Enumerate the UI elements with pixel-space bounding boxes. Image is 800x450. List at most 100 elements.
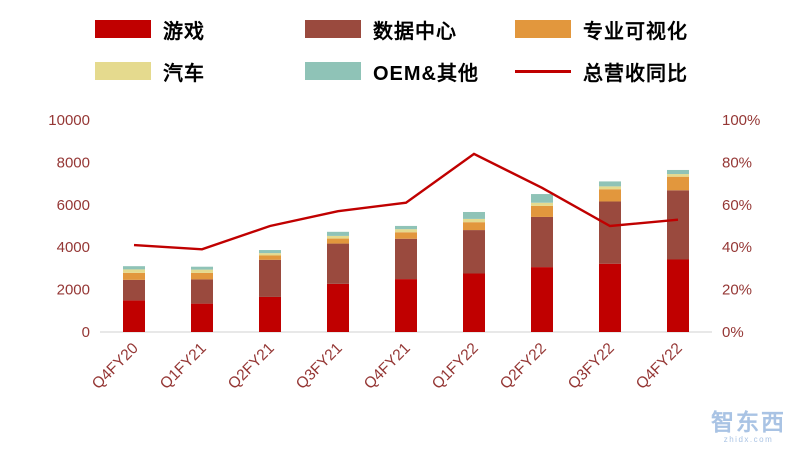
bar-segment [191,272,213,280]
bar-Q1FY21 [191,266,213,332]
bar-segment [667,259,689,332]
bar-segment [667,169,689,175]
x-axis-tick: Q3FY21 [293,340,346,393]
right-axis-tick: 20% [722,282,752,299]
right-axis-tick: 0% [722,324,744,341]
left-axis-tick: 4000 [57,239,90,256]
legend-item-3: 汽车 [95,58,305,85]
legend-label: 数据中心 [373,20,457,43]
bar-Q4FY20 [123,266,145,332]
left-axis-tick: 0 [82,324,90,341]
bar-segment [191,303,213,332]
right-axis-tick: 80% [722,154,752,171]
bar-segment [395,232,417,239]
bar-segment [123,279,145,301]
bar-Q3FY21 [327,231,349,332]
right-axis-tick: 60% [722,197,752,214]
bar-segment [259,255,281,260]
bar-segment [531,202,553,206]
bar-segment [463,273,485,332]
bar-segment [123,300,145,332]
left-axis-tick: 6000 [57,197,90,214]
bar-segment [667,176,689,191]
bar-segment [395,238,417,280]
x-axis-tick: Q4FY22 [633,340,686,393]
bar-segment [599,186,621,190]
x-axis-tick: Q4FY20 [89,340,142,393]
x-axis-tick: Q1FY21 [157,340,210,393]
right-axis-tick: 40% [722,239,752,256]
bar-segment [191,266,213,270]
bar-segment [327,231,349,236]
line-total-revenue-yoy [133,152,679,251]
legend-label: 游戏 [163,20,205,43]
bar-Q3FY22 [599,181,621,332]
legend-item-4: OEM&其他 [305,58,515,85]
bar-segment [123,266,145,270]
watermark: 智东西 zhidx.com [711,408,786,444]
bars [123,169,689,332]
legend-label: OEM&其他 [373,62,479,85]
bar-segment [463,222,485,231]
bar-segment [463,230,485,274]
bar-segment [327,283,349,332]
watermark-text: 智东西 [711,408,786,435]
bar-Q2FY21 [259,250,281,332]
watermark-subtext: zhidx.com [723,435,774,444]
legend-label: 汽车 [163,62,205,85]
bar-segment [667,190,689,260]
x-axis-tick: Q2FY22 [497,340,550,393]
x-axis-tick: Q3FY22 [565,340,618,393]
left-axis-tick: 2000 [57,282,90,299]
bar-segment [259,296,281,332]
bar-segment [395,229,417,233]
left-axis-labels: 0 2000 4000 6000 8000 10000 [48,112,90,341]
bar-segment [531,267,553,332]
bar-segment [599,189,621,202]
bar-segment [599,201,621,264]
right-axis-labels: 0% 20% 40% 60% 80% 100% [722,112,760,341]
bar-segment [599,263,621,332]
bar-Q4FY21 [395,225,417,332]
legend-color-swatch [95,62,151,80]
x-axis-tick: Q4FY21 [361,340,414,393]
bar-segment [463,218,485,223]
x-axis-labels: Q4FY20 Q1FY21 Q2FY21 Q3FY21 Q4FY21 Q1FY22 Q2FY… [89,340,686,393]
x-axis-tick: Q1FY22 [429,340,482,393]
bar-segment [327,238,349,244]
bar-segment [191,269,213,273]
legend-label: 总营收同比 [583,62,688,85]
legend-color-swatch [95,20,151,38]
bar-segment [395,225,417,230]
bar-Q4FY22 [667,169,689,332]
legend-line-marker [515,69,571,73]
bar-segment [599,181,621,187]
bar-segment [395,279,417,332]
left-axis-tick: 10000 [48,112,90,129]
bar-segment [531,194,553,203]
legend-item-5: 总营收同比 [515,58,750,85]
bar-segment [327,243,349,284]
bar-segment [667,174,689,177]
chart-legend: 游戏 数据中心 专业可视化汽车 OEM&其他 总营收同比 [95,16,800,85]
bar-segment [259,259,281,297]
legend-item-0: 游戏 [95,16,305,43]
bar-segment [327,235,349,239]
revenue-chart-figure: 游戏 数据中心 专业可视化汽车 OEM&其他 总营收同比 0 2000 4000 6000 80… [0,16,800,450]
left-axis-tick: 8000 [57,154,90,171]
legend-color-swatch [305,62,361,80]
bar-segment [191,279,213,304]
bar-segment [123,272,145,280]
legend-color-swatch [515,20,571,38]
bar-segment [259,253,281,256]
legend-color-swatch [305,20,361,38]
legend-item-2: 专业可视化 [515,16,750,43]
right-axis-tick: 100% [722,112,760,129]
bar-segment [531,205,553,217]
bar-Q1FY22 [463,211,485,332]
chart-plot-area: 0 2000 4000 6000 8000 10000 0% 20% 40% 60% 80% 100%… [48,112,760,393]
bar-segment [463,211,485,219]
x-axis-tick: Q2FY21 [225,340,278,393]
legend-label: 专业可视化 [583,20,688,43]
bar-segment [123,269,145,273]
